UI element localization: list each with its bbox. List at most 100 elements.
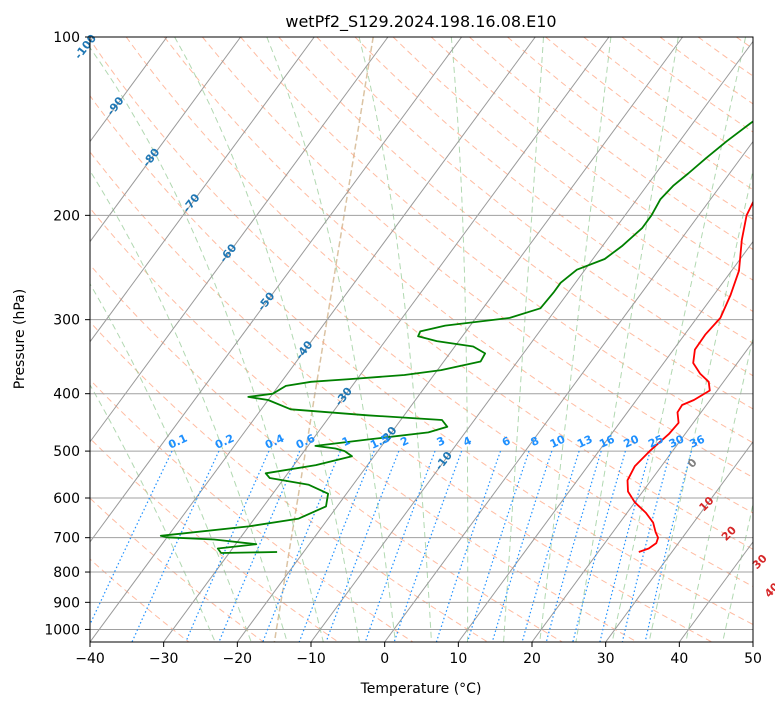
isotherm-line bbox=[90, 37, 315, 343]
x-tick-label: −40 bbox=[75, 651, 105, 667]
y-tick-label: 600 bbox=[53, 491, 80, 507]
mixing-ratio-line bbox=[521, 450, 580, 642]
isotherm-line bbox=[752, 641, 753, 642]
temperature-line bbox=[626, 200, 753, 553]
mixing-ratio-label: 36 bbox=[688, 432, 708, 450]
y-tick-label: 700 bbox=[53, 531, 80, 547]
boundary-line bbox=[273, 37, 374, 642]
mixing-ratio-line bbox=[131, 450, 220, 642]
dry-adiabat-line bbox=[469, 37, 753, 251]
isotherm-line bbox=[531, 340, 753, 642]
dry-adiabat-line bbox=[278, 37, 753, 410]
profile-lines bbox=[159, 120, 753, 554]
dry-adiabat-line bbox=[316, 37, 753, 377]
isotherm-line bbox=[90, 37, 536, 642]
mixing-ratio-label: 4 bbox=[461, 434, 474, 449]
x-tick-label: 0 bbox=[380, 651, 389, 667]
dewpoint-line bbox=[159, 120, 753, 554]
moist-adiabat-line bbox=[90, 170, 288, 642]
background-lines bbox=[90, 37, 753, 642]
y-tick-label: 100 bbox=[53, 30, 80, 46]
y-tick-label: 800 bbox=[53, 565, 80, 581]
moist-adiabat-line bbox=[503, 37, 544, 642]
isotherm-line bbox=[90, 37, 463, 543]
mixing-ratio-line bbox=[599, 450, 651, 642]
moist-adiabat-line bbox=[539, 37, 612, 642]
moist-adiabat-line bbox=[358, 37, 432, 642]
y-tick-label: 500 bbox=[53, 444, 80, 460]
dry-adiabat-line bbox=[392, 37, 753, 312]
mixing-ratio-label: 10 bbox=[548, 432, 568, 450]
mixing-ratio-line bbox=[466, 450, 530, 642]
mixing-ratio-line bbox=[621, 450, 672, 642]
dry-adiabat-line bbox=[354, 37, 753, 344]
line-labels: -100-90-80-70-60-50-40-30-20-100.1 0.2 0.4… bbox=[72, 32, 775, 601]
isotherm-line bbox=[90, 37, 389, 443]
dry-adiabat-line bbox=[621, 37, 753, 133]
moist-adiabat-line bbox=[575, 37, 679, 642]
moist-adiabat-line bbox=[450, 37, 469, 642]
dry-adiabat-line bbox=[202, 37, 753, 479]
dry-adiabat-line bbox=[90, 558, 190, 642]
dry-adiabat-line bbox=[697, 37, 753, 77]
mixing-ratio-line bbox=[90, 450, 173, 626]
dry-adiabat-line bbox=[90, 497, 264, 642]
y-tick-label: 400 bbox=[53, 387, 80, 403]
x-tick-label: −20 bbox=[223, 651, 253, 667]
dry-adiabat-line bbox=[659, 37, 753, 105]
mixing-ratio-line bbox=[325, 450, 400, 642]
moist-adiabat-line bbox=[685, 335, 753, 642]
mixing-ratio-label: 0.1 bbox=[166, 432, 189, 452]
moist-adiabat-line bbox=[611, 37, 747, 642]
dry-adiabat-label: 40 bbox=[762, 580, 775, 600]
y-tick-label: 900 bbox=[53, 595, 80, 611]
x-tick-label: 20 bbox=[523, 651, 541, 667]
dry-adiabat-line bbox=[736, 37, 753, 50]
chart-title: wetPf2_S129.2024.198.16.08.E10 bbox=[285, 12, 556, 32]
isotherm-label: -50 bbox=[255, 289, 278, 313]
isotherm-label: -60 bbox=[217, 241, 240, 265]
y-tick-label: 200 bbox=[53, 208, 80, 224]
y-tick-label: 300 bbox=[53, 313, 80, 329]
mixing-ratio-label: 6 bbox=[500, 434, 513, 449]
moist-adiabat-line bbox=[648, 168, 753, 642]
mixing-ratio-label: 0.6 bbox=[294, 431, 317, 451]
isotherm-line bbox=[310, 40, 753, 642]
isotherm-line bbox=[605, 440, 753, 642]
dry-adiabat-line bbox=[240, 37, 753, 444]
dry-adiabat-line bbox=[90, 207, 638, 642]
x-tick-label: 30 bbox=[597, 651, 615, 667]
mixing-ratio-line bbox=[644, 450, 692, 642]
mixing-ratio-line bbox=[572, 450, 626, 642]
dry-adiabat-line bbox=[90, 94, 753, 626]
isotherm-line bbox=[90, 37, 242, 243]
dry-adiabat-label: 10 bbox=[697, 494, 717, 514]
mixing-ratio-label: 0.4 bbox=[263, 432, 286, 452]
y-axis: 100 200 300 400 500 600 700 800 900 1000 bbox=[44, 30, 90, 638]
dry-adiabat-line bbox=[163, 37, 753, 514]
dry-adiabat-line bbox=[430, 37, 753, 281]
mixing-ratio-line bbox=[545, 450, 602, 642]
y-tick-label: 1000 bbox=[44, 622, 80, 638]
isotherm-label: -30 bbox=[332, 385, 355, 409]
mixing-ratio-label: 20 bbox=[622, 432, 642, 450]
mixing-ratio-label: 30 bbox=[667, 432, 687, 450]
dry-adiabat-line bbox=[545, 37, 753, 191]
dry-adiabat-line bbox=[90, 38, 753, 588]
x-axis: −40 −30 −20 −10 0 10 20 30 40 50 bbox=[75, 642, 762, 667]
isotherm-line bbox=[457, 240, 753, 642]
mixing-ratio-label: 25 bbox=[646, 433, 665, 451]
x-axis-label: Temperature (°C) bbox=[360, 681, 482, 697]
mixing-ratio-line bbox=[393, 450, 463, 642]
dry-adiabat-line bbox=[90, 264, 563, 642]
isotherm-label: -10 bbox=[432, 449, 455, 473]
mixing-ratio-line bbox=[298, 450, 375, 642]
mixing-ratio-line bbox=[435, 450, 502, 642]
dry-adiabat-line bbox=[125, 37, 753, 550]
dry-adiabat-label: 20 bbox=[719, 523, 739, 543]
moist-adiabat-line bbox=[174, 37, 360, 642]
moist-adiabat-line bbox=[90, 282, 252, 642]
moist-adiabat-line bbox=[722, 502, 753, 642]
x-tick-label: 40 bbox=[670, 651, 688, 667]
